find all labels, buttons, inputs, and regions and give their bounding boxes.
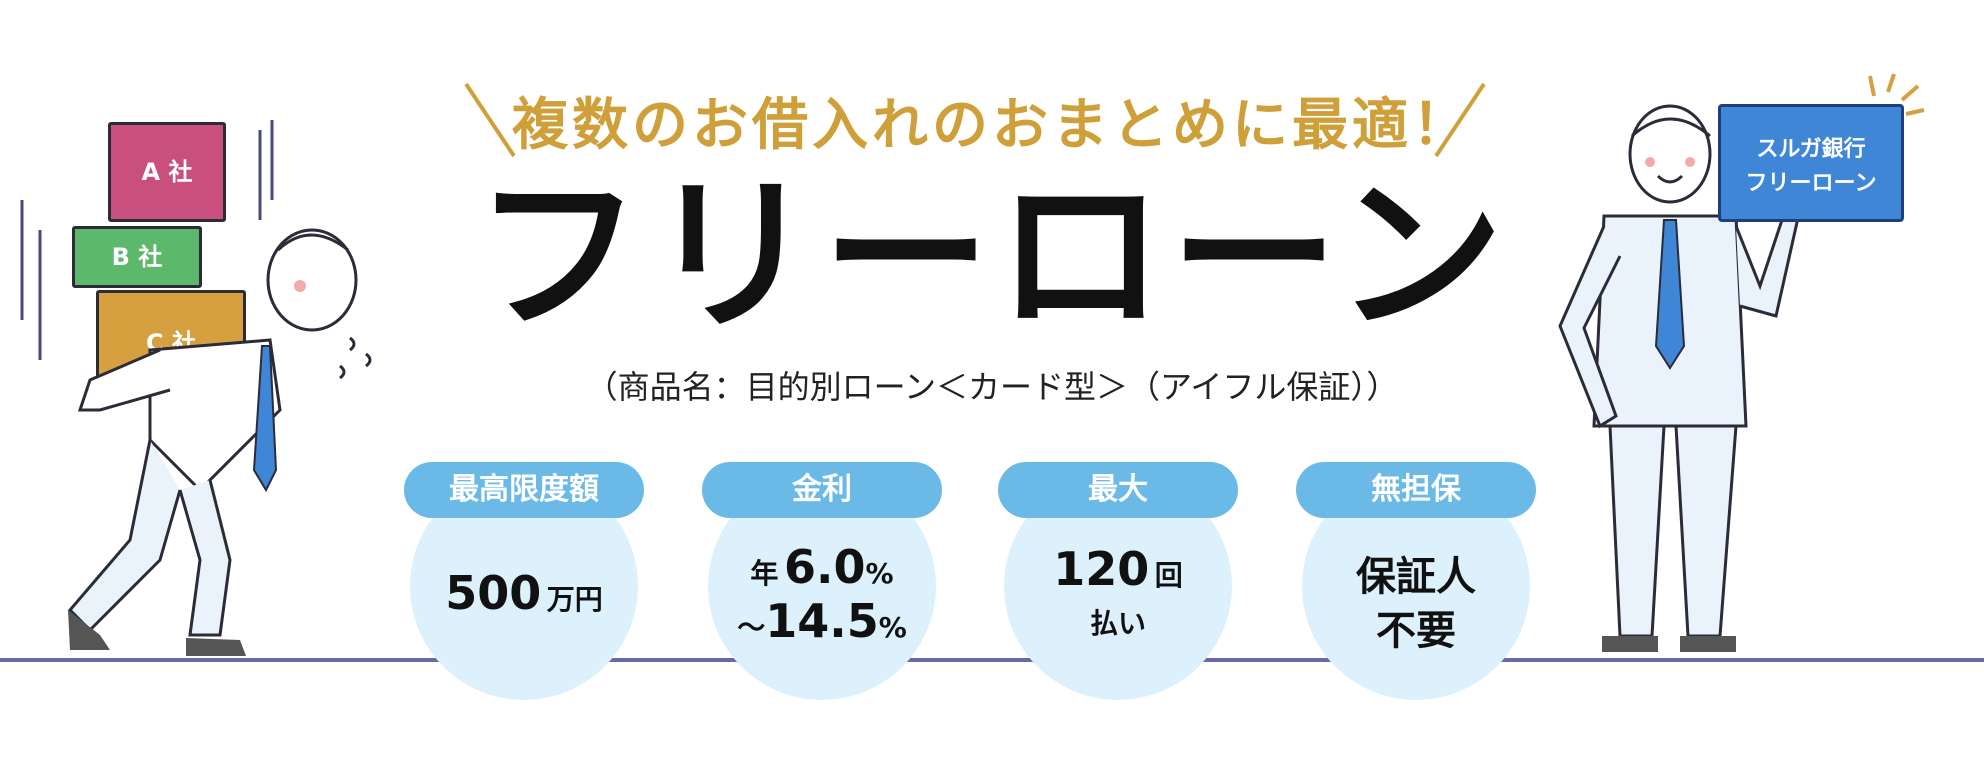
standing-man-illustration bbox=[1558, 104, 1800, 652]
feature-label: 最高限度額 bbox=[404, 462, 644, 518]
loan-card: スルガ銀行 フリーローン bbox=[1718, 104, 1904, 222]
sparkle-icon bbox=[1868, 73, 1925, 116]
tagline: 複数のお借入れのおまとめに最適！ bbox=[512, 93, 1472, 158]
installments-value: 120 回 bbox=[1053, 542, 1183, 596]
feature-interest: 金利 年 6.0% ～14.5% bbox=[702, 462, 942, 702]
not-required-text: 不要 bbox=[1376, 608, 1456, 654]
interest-min: 年 6.0% bbox=[750, 540, 894, 594]
ground-line bbox=[0, 658, 1984, 662]
left-slash-decoration bbox=[464, 82, 516, 158]
card-line1: スルガ銀行 bbox=[1756, 137, 1866, 162]
feature-unsecured: 無担保 保証人 不要 bbox=[1296, 462, 1536, 702]
guarantor-text: 保証人 bbox=[1356, 554, 1476, 600]
right-slash-decoration bbox=[1434, 82, 1486, 158]
stooped-man-illustration bbox=[20, 120, 372, 656]
feature-label: 金利 bbox=[702, 462, 942, 518]
installments-suffix: 払い bbox=[1089, 607, 1146, 640]
box-b: B 社 bbox=[72, 226, 202, 288]
page-title: フリーローン bbox=[474, 158, 1510, 354]
feature-installments: 最大 120 回 払い bbox=[998, 462, 1238, 702]
product-name-note: （商品名：目的別ローン＜カード型＞（アイフル保証）） bbox=[585, 368, 1399, 406]
feature-limit: 最高限度額 500 万円 bbox=[404, 462, 644, 702]
feature-label: 無担保 bbox=[1296, 462, 1536, 518]
limit-value: 500 万円 bbox=[445, 566, 603, 620]
interest-max: ～14.5% bbox=[737, 594, 907, 648]
feature-label: 最大 bbox=[998, 462, 1238, 518]
card-line2: フリーローン bbox=[1745, 171, 1877, 196]
box-a: A 社 bbox=[108, 122, 226, 222]
